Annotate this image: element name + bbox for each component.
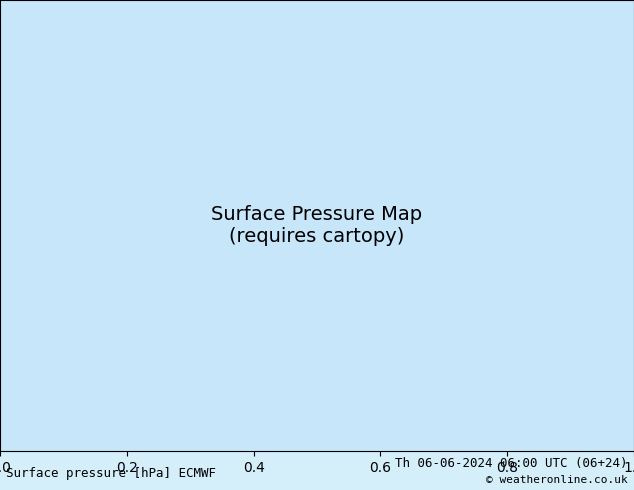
Text: © weatheronline.co.uk: © weatheronline.co.uk <box>486 475 628 485</box>
Text: Surface Pressure Map
(requires cartopy): Surface Pressure Map (requires cartopy) <box>211 205 423 246</box>
Text: Surface pressure [hPa] ECMWF: Surface pressure [hPa] ECMWF <box>6 467 216 480</box>
Text: Th 06-06-2024 06:00 UTC (06+24): Th 06-06-2024 06:00 UTC (06+24) <box>395 457 628 470</box>
